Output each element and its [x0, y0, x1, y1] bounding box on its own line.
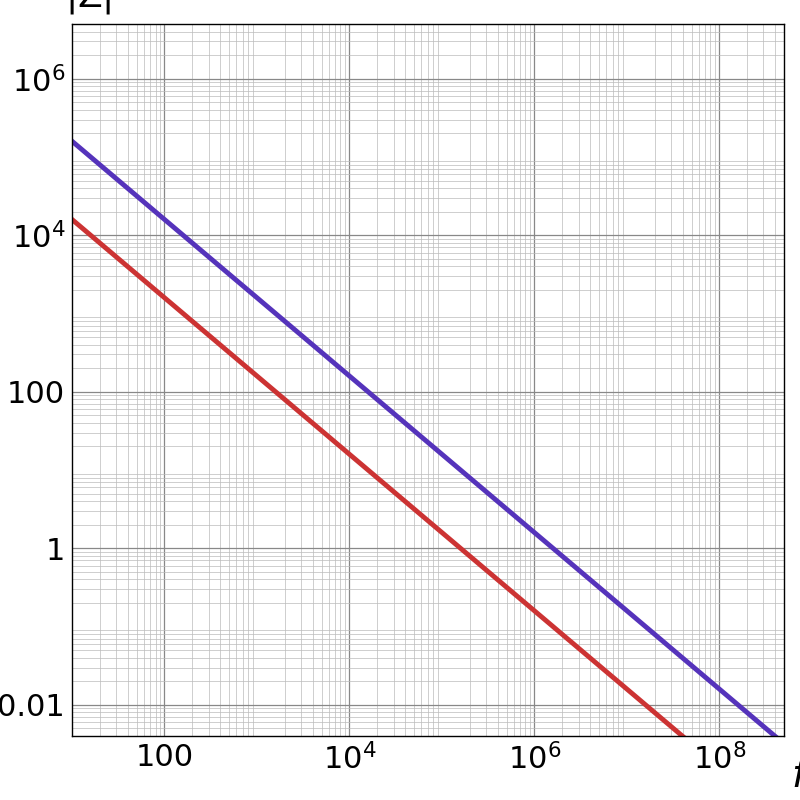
Text: $|\overline{\mathrm{Z}}|$: $|\overline{\mathrm{Z}}|$ — [65, 0, 111, 17]
Text: f: f — [791, 758, 800, 795]
